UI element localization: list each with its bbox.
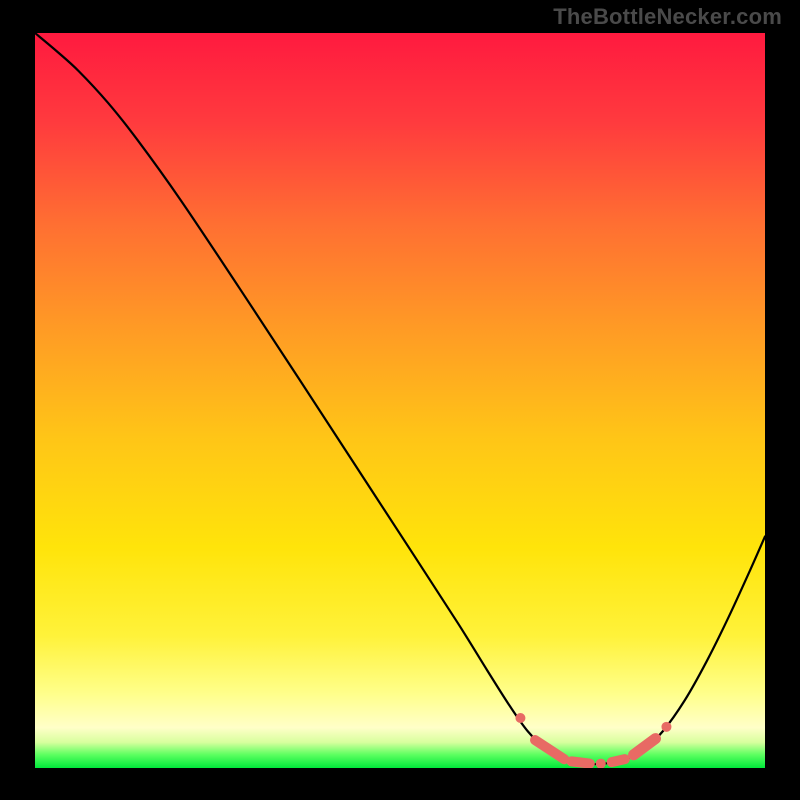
plot-area	[35, 33, 765, 768]
marker-pill	[612, 759, 625, 762]
gradient-background	[35, 33, 765, 768]
chart-frame: TheBottleNecker.com	[0, 0, 800, 800]
marker-dot	[515, 713, 525, 723]
marker-pill	[572, 761, 590, 763]
marker-dot	[661, 722, 671, 732]
watermark-text: TheBottleNecker.com	[553, 4, 782, 30]
